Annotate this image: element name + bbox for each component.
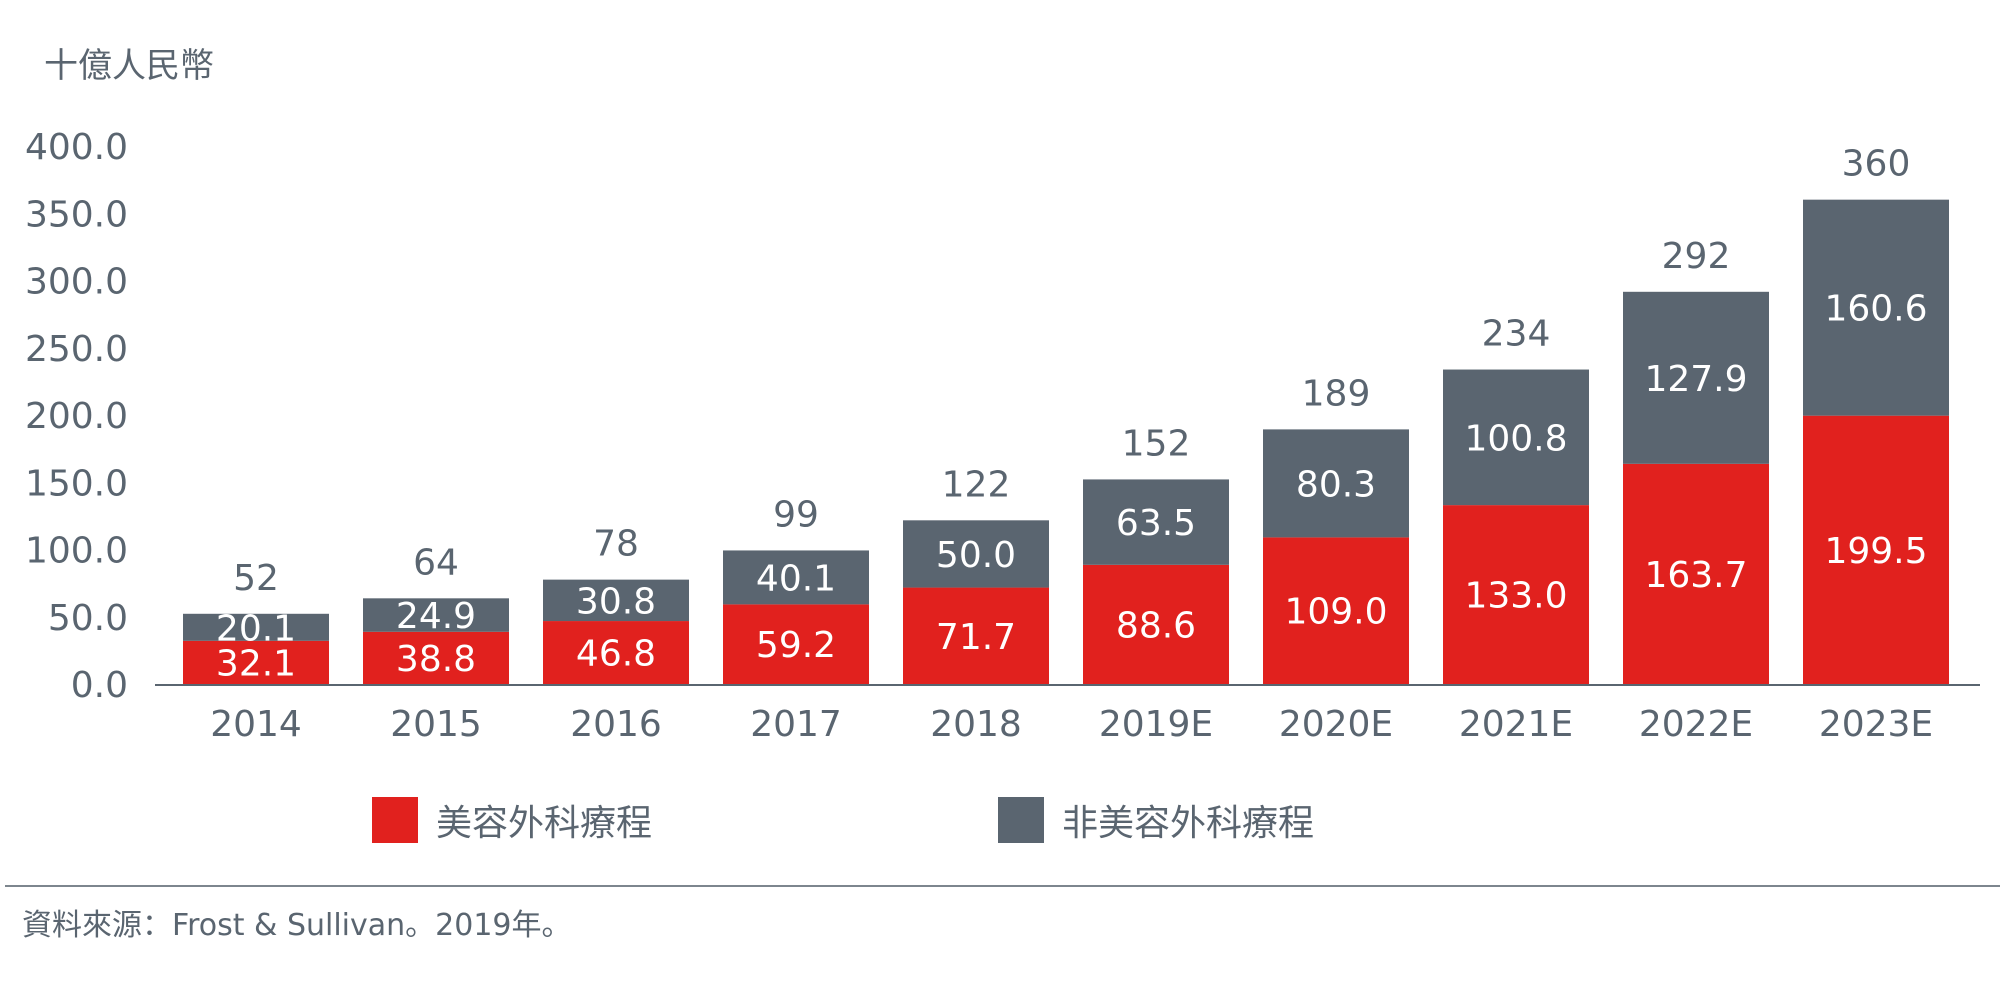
bar-segment-cosmetic bbox=[1803, 415, 1949, 684]
data-label-cosmetic: 109.0 bbox=[1284, 592, 1387, 633]
data-label-non-surgical: 40.1 bbox=[756, 558, 836, 599]
bar-segment-cosmetic bbox=[723, 604, 869, 684]
bar-segment-non-surgical bbox=[903, 520, 1049, 588]
data-label-cosmetic: 38.8 bbox=[396, 639, 476, 680]
bar-segment-cosmetic bbox=[903, 587, 1049, 684]
bar-segment-cosmetic bbox=[363, 631, 509, 684]
unit-label: 十億人民幣 bbox=[44, 46, 214, 86]
legend-swatch-cosmetic bbox=[372, 797, 418, 843]
data-label-non-surgical: 63.5 bbox=[1116, 503, 1196, 544]
data-label-non-surgical: 24.9 bbox=[396, 596, 476, 637]
legend-item-non-surgical: 非美容外科療程 bbox=[998, 795, 1314, 845]
total-label: 52 bbox=[233, 558, 279, 599]
total-label: 234 bbox=[1482, 314, 1551, 355]
y-tick-label: 0.0 bbox=[71, 665, 128, 706]
total-label: 152 bbox=[1122, 423, 1191, 464]
data-label-cosmetic: 46.8 bbox=[576, 634, 656, 675]
total-label: 189 bbox=[1302, 373, 1371, 414]
bar-segment-non-surgical bbox=[543, 579, 689, 622]
bar-segment-cosmetic bbox=[1263, 537, 1409, 684]
total-label: 122 bbox=[942, 464, 1011, 505]
x-tick-label: 2014 bbox=[210, 704, 302, 745]
x-tick-label: 2020E bbox=[1279, 704, 1393, 745]
bar-segment-non-surgical bbox=[1263, 429, 1409, 538]
bar-segment-cosmetic bbox=[183, 640, 329, 684]
y-tick-label: 200.0 bbox=[25, 396, 128, 437]
footer-divider bbox=[5, 885, 2000, 887]
data-label-cosmetic: 163.7 bbox=[1644, 555, 1747, 596]
data-label-cosmetic: 32.1 bbox=[216, 643, 296, 684]
bar-segment-non-surgical bbox=[1083, 479, 1229, 565]
bar-segment-cosmetic bbox=[1083, 564, 1229, 684]
data-label-non-surgical: 20.1 bbox=[216, 608, 296, 649]
legend-label-non-surgical: 非美容外科療程 bbox=[1062, 803, 1315, 844]
data-label-non-surgical: 127.9 bbox=[1644, 359, 1747, 400]
legend-swatch-non-surgical bbox=[998, 797, 1044, 843]
total-label: 292 bbox=[1662, 236, 1731, 277]
x-tick-label: 2022E bbox=[1639, 704, 1753, 745]
x-tick-label: 2015 bbox=[390, 704, 482, 745]
y-tick-label: 350.0 bbox=[25, 194, 128, 235]
data-label-cosmetic: 71.7 bbox=[936, 617, 1016, 658]
bar-segment-non-surgical bbox=[1443, 369, 1589, 506]
data-label-non-surgical: 160.6 bbox=[1824, 289, 1927, 330]
x-tick-label: 2016 bbox=[570, 704, 662, 745]
total-label: 99 bbox=[773, 494, 819, 535]
bar-segment-non-surgical bbox=[1623, 291, 1769, 464]
data-label-non-surgical: 100.8 bbox=[1464, 418, 1567, 459]
bar-segment-cosmetic bbox=[1623, 463, 1769, 684]
data-label-cosmetic: 59.2 bbox=[756, 625, 836, 666]
total-label: 78 bbox=[593, 524, 639, 565]
y-tick-label: 400.0 bbox=[25, 127, 128, 168]
data-label-non-surgical: 30.8 bbox=[576, 581, 656, 622]
x-tick-label: 2018 bbox=[930, 704, 1022, 745]
legend-label-cosmetic: 美容外科療程 bbox=[436, 803, 653, 844]
y-tick-label: 250.0 bbox=[25, 329, 128, 370]
y-tick-label: 300.0 bbox=[25, 262, 128, 303]
x-tick-label: 2023E bbox=[1819, 704, 1933, 745]
x-tick-label: 2019E bbox=[1099, 704, 1213, 745]
legend-item-cosmetic: 美容外科療程 bbox=[372, 795, 652, 845]
bar-segment-non-surgical bbox=[183, 613, 329, 641]
bar-segment-non-surgical bbox=[723, 550, 869, 605]
x-tick-label: 2017 bbox=[750, 704, 842, 745]
bar-segment-non-surgical bbox=[1803, 199, 1949, 416]
source-note: 資料來源：Frost & Sullivan。2019年。 bbox=[22, 908, 572, 943]
bar-segment-cosmetic bbox=[543, 621, 689, 684]
data-label-cosmetic: 88.6 bbox=[1116, 605, 1196, 646]
y-tick-label: 50.0 bbox=[48, 598, 128, 639]
data-label-non-surgical: 50.0 bbox=[936, 535, 1016, 576]
x-tick-label: 2021E bbox=[1459, 704, 1573, 745]
bar-segment-non-surgical bbox=[363, 598, 509, 632]
bar-segment-cosmetic bbox=[1443, 505, 1589, 684]
total-label: 360 bbox=[1842, 144, 1911, 185]
y-tick-label: 100.0 bbox=[25, 531, 128, 572]
total-label: 64 bbox=[413, 542, 459, 583]
data-label-non-surgical: 80.3 bbox=[1296, 464, 1376, 505]
data-label-cosmetic: 199.5 bbox=[1824, 531, 1927, 572]
data-label-cosmetic: 133.0 bbox=[1464, 576, 1567, 617]
y-tick-label: 150.0 bbox=[25, 463, 128, 504]
